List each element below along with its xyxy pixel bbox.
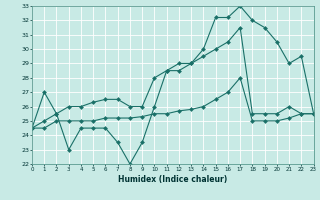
X-axis label: Humidex (Indice chaleur): Humidex (Indice chaleur) bbox=[118, 175, 228, 184]
